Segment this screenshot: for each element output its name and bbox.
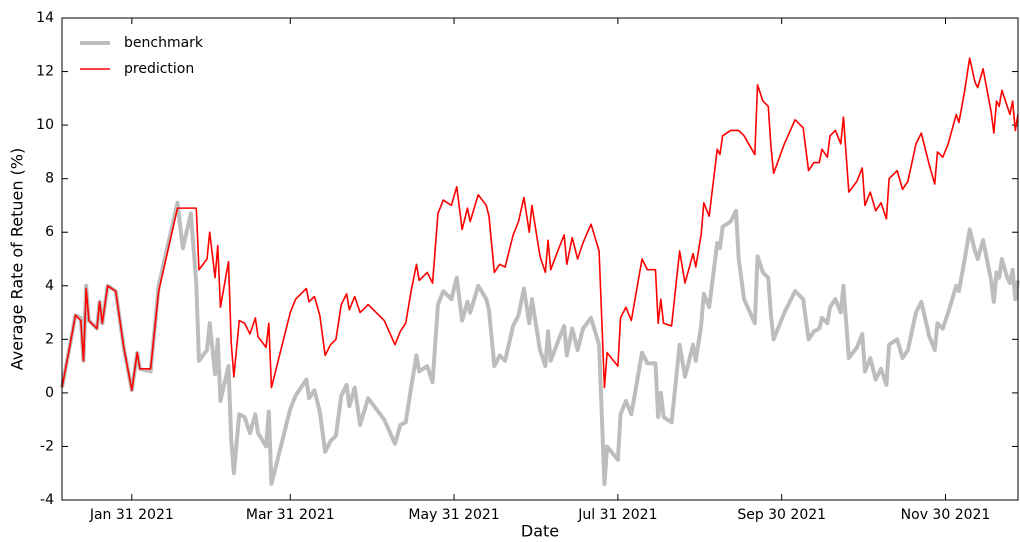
y-tick-label: 10	[36, 117, 54, 133]
data-line	[61, 57, 1019, 392]
data-line	[60, 200, 1020, 486]
y-axis-label: Average Rate of Retuen (%)	[8, 148, 27, 370]
y-tick-label: 0	[45, 385, 54, 401]
legend-label: benchmark	[124, 35, 204, 51]
plot-frame	[61, 17, 1019, 501]
x-tick-label: Jan 31 2021	[89, 507, 174, 523]
y-tick-label: 6	[45, 224, 54, 240]
y-tick-label: 14	[36, 10, 54, 26]
legend-label: prediction	[124, 61, 194, 77]
y-tick-label: -2	[40, 438, 54, 454]
y-tick-label: 4	[45, 278, 54, 294]
x-tick-label: Mar 31 2021	[246, 507, 335, 523]
y-tick-label: -4	[40, 492, 54, 508]
y-tick-label: 2	[45, 331, 54, 347]
x-tick-label: Nov 30 2021	[901, 507, 991, 523]
x-tick-label: May 31 2021	[408, 507, 499, 523]
x-tick-label: Jul 31 2021	[577, 507, 657, 523]
x-axis-label: Date	[521, 522, 559, 541]
y-tick-label: 8	[45, 171, 54, 187]
x-tick-label: Sep 30 2021	[737, 507, 826, 523]
y-tick-label: 12	[36, 64, 54, 80]
